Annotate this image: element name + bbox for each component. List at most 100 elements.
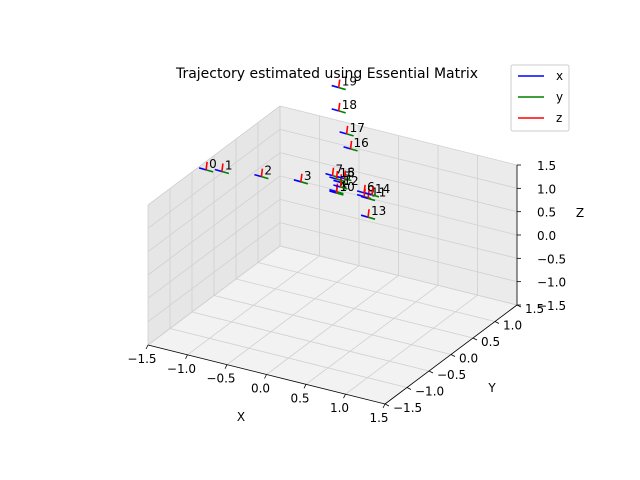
point-axis-x [337, 175, 345, 180]
grid-line-z-back [279, 222, 518, 283]
point-axis-y [367, 216, 376, 220]
trajectory-point: 13 [360, 204, 386, 220]
z-tick-label: 0.0 [537, 229, 556, 243]
point-axis-y [261, 175, 269, 180]
point-axis-x [333, 179, 341, 184]
point-axis-z [337, 102, 341, 111]
y-tick-label: −1.0 [415, 385, 444, 399]
point-axis-x [254, 173, 262, 178]
legend-label: y [556, 90, 563, 104]
point-axis-x [360, 214, 369, 218]
point-label: 6 [367, 180, 375, 194]
point-axis-x [198, 167, 207, 171]
chart-title: Trajectory estimated using Essential Mat… [175, 66, 478, 82]
legend-label: z [556, 111, 562, 125]
point-label: 14 [375, 182, 390, 196]
z-tick-label: −1.5 [537, 299, 566, 313]
point-axis-x [325, 172, 333, 177]
point-axis-y [336, 178, 344, 182]
tick-labels: −1.5−1.0−0.50.00.51.01.5−1.5−1.0−0.50.00… [127, 159, 566, 425]
y-tick-label: 1.0 [503, 319, 522, 333]
point-axis-x [329, 190, 337, 194]
z-tick-label: −0.5 [537, 252, 566, 266]
legend-entry: y [518, 90, 563, 104]
x-tick-label: 0.0 [251, 382, 270, 396]
point-axis-y [300, 181, 309, 185]
point-label: 12 [343, 174, 358, 188]
point-axis-z [221, 163, 224, 172]
trajectory-point: 2 [254, 164, 272, 180]
y-tick-label: 0.0 [459, 352, 478, 366]
trajectory-point: 14 [364, 182, 390, 198]
point-axis-y [338, 110, 346, 114]
point-axis-x [333, 184, 341, 188]
y-tick-label: 1.5 [525, 302, 544, 316]
trajectory-point: 17 [339, 121, 365, 137]
y-tick-mark [494, 321, 500, 324]
trajectory-point: 19 [331, 75, 357, 91]
z-tick-label: 0.5 [537, 206, 556, 220]
grid-line-y-floor [257, 262, 496, 322]
point-axis-y [336, 190, 344, 195]
point-label: 18 [342, 98, 357, 112]
point-label: 4 [339, 179, 347, 193]
grid-line-z-side [147, 245, 281, 346]
point-label: 0 [209, 157, 217, 171]
x-tick-mark [224, 364, 228, 369]
y-tick-mark [428, 370, 434, 374]
point-label: 7 [336, 163, 344, 177]
point-label: 2 [264, 164, 272, 178]
point-axis-z [300, 173, 303, 182]
grid-line-z-back [279, 152, 518, 213]
z-tick-label: 1.0 [537, 182, 556, 196]
trajectory-point: 15 [329, 166, 355, 182]
z-tick-label: 1.5 [537, 159, 556, 173]
point-axis-z [349, 140, 353, 149]
point-axis-x [331, 84, 339, 89]
point-axis-y [338, 86, 346, 91]
point-axis-z [371, 186, 374, 195]
trajectory-point: 8 [337, 166, 355, 182]
point-axis-z [331, 167, 335, 176]
point-label: 9 [367, 184, 375, 198]
z-axis-label: Z [576, 206, 584, 220]
legend-label: x [556, 69, 563, 83]
trajectory-point: 10 [329, 180, 355, 196]
point-axis-z [363, 188, 366, 197]
point-label: 17 [350, 121, 365, 135]
y-tick-mark [384, 403, 390, 407]
point-axis-y [221, 170, 230, 175]
point-axis-y [367, 197, 376, 202]
point-axis-y [344, 177, 352, 182]
point-axis-y [205, 169, 214, 173]
point-axis-x [339, 131, 347, 135]
x-tick-mark [382, 403, 386, 409]
grid-line-z-back [279, 245, 518, 306]
x-tick-label: −0.5 [206, 372, 235, 386]
x-tick-label: 0.5 [290, 391, 309, 405]
x-tick-label: 1.0 [330, 401, 349, 415]
point-label: 15 [339, 166, 354, 180]
y-tick-mark [450, 354, 456, 357]
grid-line-z-side [147, 199, 281, 299]
y-tick-mark [472, 337, 478, 341]
legend-frame [510, 64, 570, 132]
x-tick-label: −1.0 [167, 362, 196, 376]
point-axis-z [345, 125, 349, 134]
trajectory-point: 1 [214, 158, 233, 175]
point-axis-y [340, 186, 348, 190]
trajectory-point: 18 [331, 98, 357, 114]
grid-line-y-floor [191, 311, 430, 372]
grid-line-z-back [279, 128, 518, 189]
point-axis-x [364, 192, 373, 196]
point-axis-y [346, 133, 354, 137]
point-axis-x [214, 168, 223, 173]
point-axis-z [335, 170, 339, 180]
y-axis-label: Y [487, 381, 496, 395]
point-label: 3 [304, 169, 312, 183]
grid-line-z-back [279, 198, 518, 259]
y-tick-label: −1.5 [393, 401, 422, 415]
